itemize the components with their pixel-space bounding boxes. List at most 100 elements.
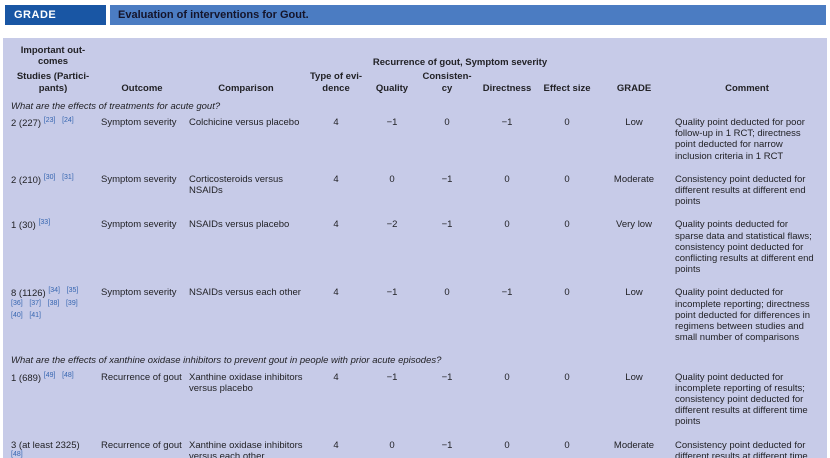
effect-size-cell: 0 bbox=[564, 117, 570, 129]
table-row: 8 (1126) [34] [35] [36] [37] [38] [39] [… bbox=[8, 284, 822, 352]
citation-link[interactable]: [37] bbox=[29, 299, 42, 307]
studies-count: 2 (210) bbox=[11, 174, 44, 186]
column-header: GRADE bbox=[616, 82, 652, 94]
comparison-cell: NSAIDs versus placebo bbox=[189, 219, 290, 231]
studies-count: 3 (at least 2325) bbox=[11, 439, 80, 451]
grade-table: Important out-comes Recurrence of gout, … bbox=[8, 42, 822, 458]
type-of-evidence-cell: 4 bbox=[333, 219, 339, 231]
comparison-cell: Corticosteroids versus NSAIDs bbox=[189, 173, 283, 197]
studies-cell: 2 (227) [23] [24] bbox=[8, 114, 98, 171]
comment-cell: Quality points deducted for sparse data … bbox=[675, 219, 814, 276]
studies-cell: 1 (30) [33] bbox=[8, 216, 98, 284]
comment-cell: Consistency point deducted for different… bbox=[675, 439, 808, 458]
comment-cell: Quality point deducted for incomplete re… bbox=[675, 371, 808, 428]
directness-cell: 0 bbox=[504, 439, 510, 451]
studies-count: 1 (30) bbox=[11, 220, 39, 232]
comment-cell: Quality point deducted for incomplete re… bbox=[675, 287, 811, 344]
column-header: Type of evi-dence bbox=[309, 71, 363, 94]
outcome-cell: Recurrence of gout bbox=[101, 371, 182, 383]
comparison-cell: Xanthine oxidase inhibitors versus place… bbox=[189, 371, 303, 394]
column-header: Studies (Partici-pants) bbox=[16, 71, 90, 94]
outcome-cell: Recurrence of gout bbox=[101, 439, 182, 451]
section-question: What are the effects of treatments for a… bbox=[11, 100, 221, 112]
quality-cell: −1 bbox=[386, 287, 398, 299]
grade-cell: Low bbox=[625, 287, 643, 299]
section-row: What are the effects of treatments for a… bbox=[8, 98, 822, 114]
header-bar: GRADE Evaluation of interventions for Go… bbox=[5, 5, 826, 25]
table-body: What are the effects of treatments for a… bbox=[8, 98, 822, 458]
column-header: Outcome bbox=[121, 82, 163, 94]
grade-cell: Moderate bbox=[613, 173, 655, 185]
citation-link[interactable]: [38] bbox=[47, 299, 60, 307]
outcome-cell: Symptom severity bbox=[101, 173, 177, 185]
important-outcomes-header: Important out-comes bbox=[20, 45, 86, 68]
effect-size-cell: 0 bbox=[564, 287, 570, 299]
table-row: 1 (689) [49] [48] Recurrence of gout Xant… bbox=[8, 369, 822, 437]
column-header-row: Studies (Partici-pants) Outcome Comparison… bbox=[8, 69, 822, 97]
studies-count: 1 (689) bbox=[11, 372, 44, 384]
comparison-cell: NSAIDs versus each other bbox=[189, 287, 301, 299]
comparison-cell: Xanthine oxidase inhibitors versus each … bbox=[189, 439, 303, 458]
section-question: What are the effects of xanthine oxidase… bbox=[11, 355, 442, 367]
citation-link[interactable]: [41] bbox=[29, 312, 42, 320]
studies-cell: 1 (689) [49] [48] bbox=[8, 369, 98, 437]
consistency-cell: −1 bbox=[441, 439, 453, 451]
studies-cell: 3 (at least 2325) [48] bbox=[8, 437, 98, 458]
studies-count: 8 (1126) bbox=[11, 288, 49, 300]
grade-cell: Very low bbox=[616, 219, 652, 231]
comment-cell: Consistency point deducted for different… bbox=[675, 173, 806, 208]
citation-link[interactable]: [23] bbox=[43, 117, 56, 125]
type-of-evidence-cell: 4 bbox=[333, 117, 339, 129]
grade-badge: GRADE bbox=[5, 5, 106, 25]
citation-link[interactable]: [48] bbox=[62, 371, 74, 379]
type-of-evidence-cell: 4 bbox=[333, 439, 339, 451]
citation-link[interactable]: [24] bbox=[62, 117, 74, 125]
citation-link[interactable]: [33] bbox=[38, 219, 51, 227]
outcome-cell: Symptom severity bbox=[101, 287, 177, 299]
table-row: 1 (30) [33] Symptom severity NSAIDs versu… bbox=[8, 216, 822, 284]
grade-cell: Low bbox=[625, 371, 643, 383]
evidence-table-panel: Important out-comes Recurrence of gout, … bbox=[3, 38, 827, 458]
type-of-evidence-cell: 4 bbox=[333, 287, 339, 299]
outcomes-group-header: Recurrence of gout, Symptom severity bbox=[372, 57, 548, 69]
citation-link[interactable]: [36] bbox=[11, 299, 23, 307]
effect-size-cell: 0 bbox=[564, 219, 570, 231]
column-header: Comment bbox=[725, 82, 769, 94]
effect-size-cell: 0 bbox=[564, 173, 570, 185]
column-header: Effect size bbox=[543, 82, 591, 94]
effect-size-cell: 0 bbox=[564, 371, 570, 383]
quality-cell: −2 bbox=[386, 219, 398, 231]
citation-link[interactable]: [49] bbox=[43, 371, 56, 379]
comment-cell: Quality point deducted for poor follow-u… bbox=[675, 117, 805, 162]
page-title: Evaluation of interventions for Gout. bbox=[110, 5, 826, 25]
type-of-evidence-cell: 4 bbox=[333, 371, 339, 383]
group-header-row: Important out-comes Recurrence of gout, … bbox=[8, 42, 822, 69]
column-header: Consisten-cy bbox=[422, 71, 472, 94]
citation-link[interactable]: [35] bbox=[66, 287, 79, 295]
column-header: Comparison bbox=[218, 82, 274, 94]
quality-cell: −1 bbox=[386, 117, 398, 129]
grade-cell: Moderate bbox=[613, 439, 655, 451]
citation-link[interactable]: [30] bbox=[43, 173, 56, 181]
citation-link[interactable]: [48] bbox=[11, 450, 23, 458]
directness-cell: 0 bbox=[504, 371, 510, 383]
outcome-cell: Symptom severity bbox=[101, 219, 177, 231]
citation-link[interactable]: [34] bbox=[48, 287, 61, 295]
section-row: What are the effects of xanthine oxidase… bbox=[8, 352, 822, 368]
citation-link[interactable]: [31] bbox=[62, 173, 74, 181]
table-row: 2 (227) [23] [24] Symptom severity Colchi… bbox=[8, 114, 822, 171]
directness-cell: −1 bbox=[501, 117, 513, 129]
citation-link[interactable]: [40] bbox=[11, 312, 23, 320]
outcome-cell: Symptom severity bbox=[101, 117, 177, 129]
directness-cell: −1 bbox=[501, 287, 513, 299]
header-bar-divider bbox=[106, 5, 110, 25]
citation-link[interactable]: [39] bbox=[65, 299, 78, 307]
studies-cell: 2 (210) [30] [31] bbox=[8, 171, 98, 217]
consistency-cell: −1 bbox=[441, 219, 453, 231]
directness-cell: 0 bbox=[504, 219, 510, 231]
studies-cell: 8 (1126) [34] [35] [36] [37] [38] [39] [… bbox=[8, 284, 98, 352]
comparison-cell: Colchicine versus placebo bbox=[189, 117, 300, 129]
table-row: 2 (210) [30] [31] Symptom severity Cortic… bbox=[8, 171, 822, 217]
quality-cell: 0 bbox=[389, 173, 395, 185]
